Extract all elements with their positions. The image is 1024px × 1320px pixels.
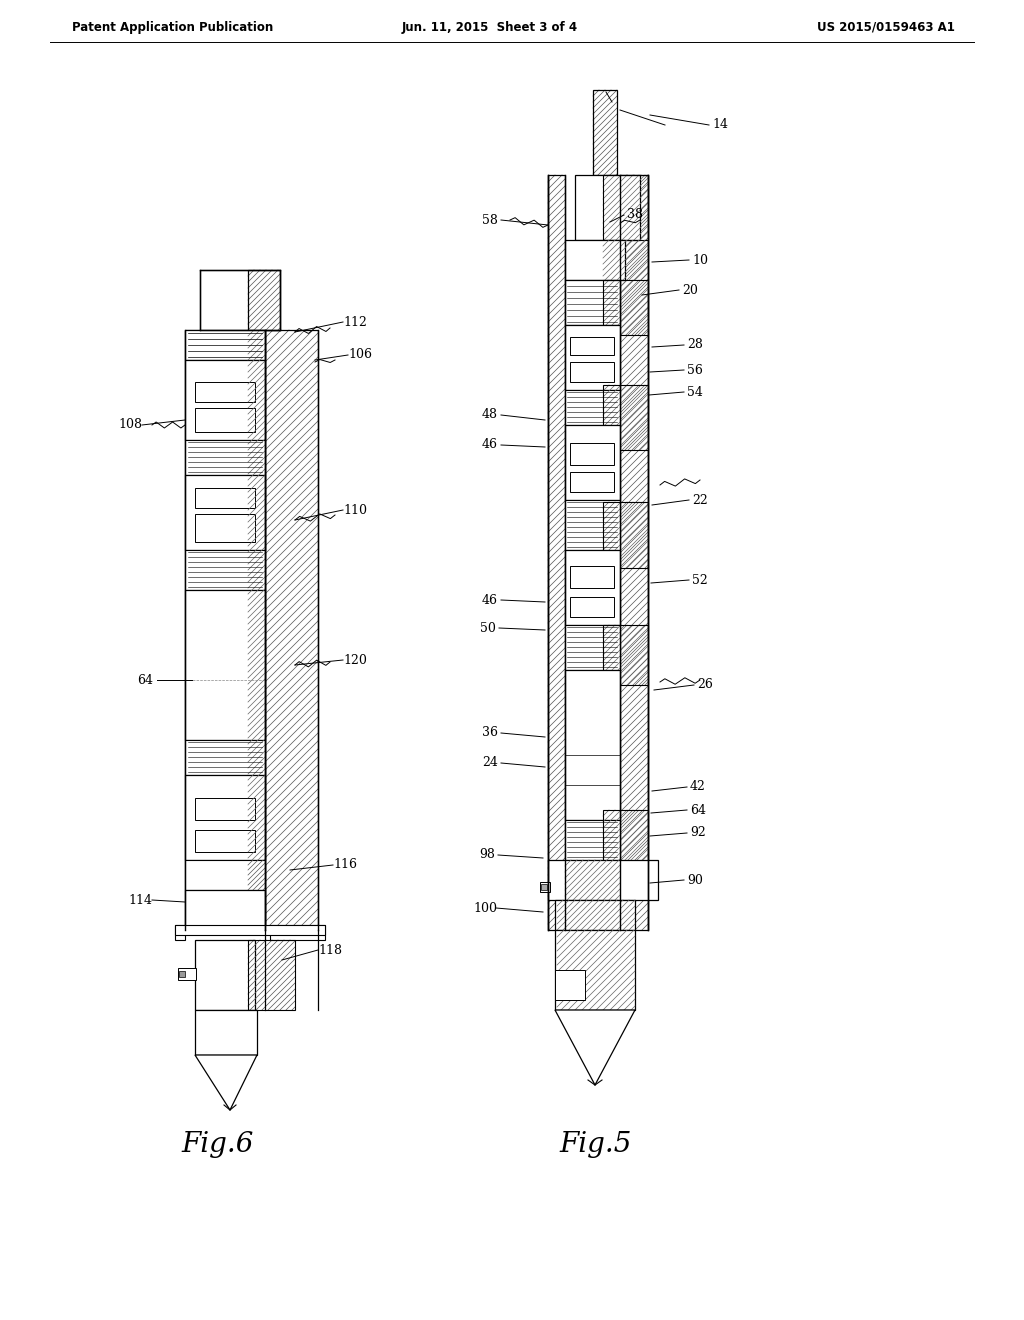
Bar — [603, 502, 648, 568]
Bar — [603, 810, 648, 870]
Text: 108: 108 — [118, 418, 142, 432]
Bar — [565, 280, 620, 325]
Bar — [178, 968, 196, 979]
Bar — [548, 861, 658, 900]
Text: 112: 112 — [343, 315, 367, 329]
Bar — [570, 473, 614, 492]
Polygon shape — [195, 1055, 257, 1110]
Text: Jun. 11, 2015  Sheet 3 of 4: Jun. 11, 2015 Sheet 3 of 4 — [402, 21, 579, 33]
Bar — [200, 271, 280, 330]
Bar — [603, 280, 648, 335]
Text: 42: 42 — [690, 780, 706, 793]
Bar — [575, 176, 640, 240]
Bar — [565, 240, 625, 280]
Text: 28: 28 — [687, 338, 702, 351]
Text: 100: 100 — [473, 902, 497, 915]
Bar — [185, 890, 265, 931]
Bar — [555, 931, 635, 1010]
Bar — [565, 425, 620, 500]
Bar — [195, 940, 255, 1010]
Bar — [565, 500, 620, 550]
Bar — [570, 362, 614, 381]
Bar — [248, 271, 280, 330]
Bar — [603, 624, 648, 685]
Bar — [185, 330, 265, 931]
Text: 58: 58 — [482, 214, 498, 227]
Polygon shape — [555, 1010, 635, 1085]
Bar — [603, 176, 648, 240]
Bar — [195, 381, 255, 403]
Bar — [195, 830, 255, 851]
Bar — [185, 440, 265, 475]
Text: 10: 10 — [692, 253, 708, 267]
Bar — [555, 970, 585, 1001]
Bar — [548, 176, 565, 931]
Bar — [565, 671, 620, 820]
Bar — [195, 1010, 257, 1055]
Text: 50: 50 — [480, 622, 496, 635]
Bar — [179, 972, 185, 977]
Bar — [540, 882, 550, 892]
Bar — [593, 90, 617, 176]
Text: 46: 46 — [482, 594, 498, 606]
Bar — [185, 475, 265, 550]
Bar — [541, 884, 547, 890]
Bar — [185, 330, 265, 360]
Bar — [185, 741, 265, 775]
Text: 92: 92 — [690, 826, 706, 840]
Bar — [265, 330, 318, 931]
Text: 24: 24 — [482, 756, 498, 770]
Text: 56: 56 — [687, 363, 702, 376]
Text: 110: 110 — [343, 503, 367, 516]
Text: Fig.6: Fig.6 — [182, 1131, 254, 1159]
Text: 52: 52 — [692, 573, 708, 586]
Text: 22: 22 — [692, 494, 708, 507]
Text: 36: 36 — [482, 726, 498, 739]
Text: 98: 98 — [479, 849, 495, 862]
Bar — [565, 389, 620, 425]
Bar — [248, 940, 295, 1010]
Text: 14: 14 — [712, 119, 728, 132]
Bar — [185, 775, 265, 861]
Text: Patent Application Publication: Patent Application Publication — [72, 21, 273, 33]
Bar — [175, 925, 325, 935]
Bar — [195, 799, 255, 820]
Text: 26: 26 — [697, 678, 713, 692]
Bar — [195, 408, 255, 432]
Bar — [195, 513, 255, 543]
Text: 106: 106 — [348, 348, 372, 362]
Text: 64: 64 — [690, 804, 706, 817]
Bar — [570, 337, 614, 355]
Bar — [185, 360, 265, 440]
Text: 20: 20 — [682, 284, 698, 297]
Bar — [565, 550, 620, 624]
Bar — [620, 176, 648, 931]
Bar — [270, 925, 325, 940]
Text: 120: 120 — [343, 653, 367, 667]
Text: 116: 116 — [333, 858, 357, 871]
Bar — [185, 861, 265, 890]
Bar — [565, 820, 620, 861]
Bar — [570, 444, 614, 465]
Text: 114: 114 — [128, 894, 152, 907]
Bar — [185, 590, 265, 741]
Text: 118: 118 — [318, 944, 342, 957]
Bar — [175, 925, 185, 940]
Text: US 2015/0159463 A1: US 2015/0159463 A1 — [817, 21, 955, 33]
Bar — [570, 566, 614, 587]
Text: 48: 48 — [482, 408, 498, 421]
Bar — [185, 550, 265, 590]
Bar — [195, 488, 255, 508]
Bar — [565, 624, 620, 671]
Text: 46: 46 — [482, 438, 498, 451]
Text: 90: 90 — [687, 874, 702, 887]
Bar — [565, 325, 620, 389]
Bar — [555, 900, 635, 931]
Text: Fig.5: Fig.5 — [560, 1131, 632, 1159]
Bar — [603, 385, 648, 450]
Text: 38: 38 — [627, 209, 643, 222]
Text: 64: 64 — [137, 673, 153, 686]
Text: 54: 54 — [687, 385, 702, 399]
Bar — [570, 597, 614, 616]
